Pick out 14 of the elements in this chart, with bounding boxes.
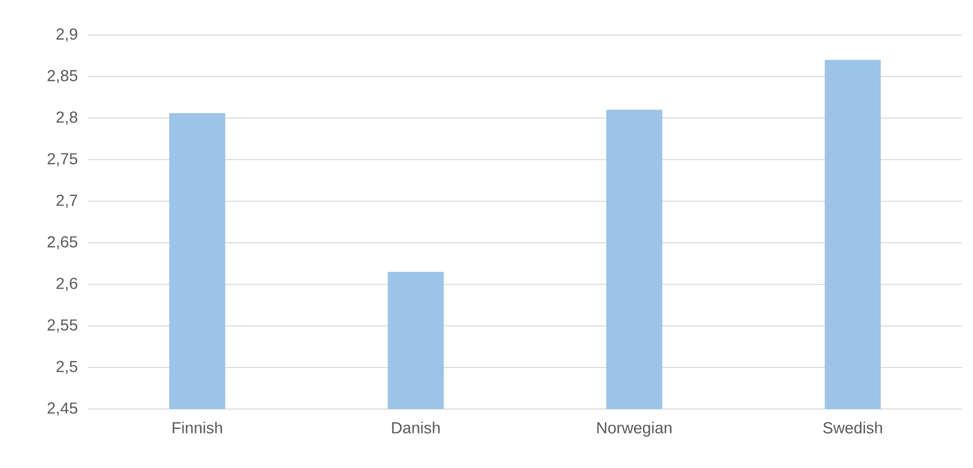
y-tick-label: 2,8 (56, 112, 78, 125)
y-tick-label: 2,6 (56, 278, 78, 291)
x-tick-label: Finnish (172, 422, 222, 434)
y-tick-label: 2,85 (48, 70, 78, 84)
y-tick-label: 2,55 (48, 319, 78, 332)
y-tick-label: 2,75 (48, 153, 78, 166)
x-tick-label: Swedish (823, 422, 882, 434)
x-tick-label: Danish (392, 422, 440, 434)
y-tick-label: 2,5 (56, 360, 78, 374)
y-tick-label: 2,45 (48, 402, 78, 416)
x-tick-label: Norwegian (597, 422, 672, 437)
y-tick-label: 2,9 (56, 28, 78, 42)
y-tick-label: 2,65 (48, 236, 78, 250)
y-tick-label: 2,7 (56, 194, 78, 208)
